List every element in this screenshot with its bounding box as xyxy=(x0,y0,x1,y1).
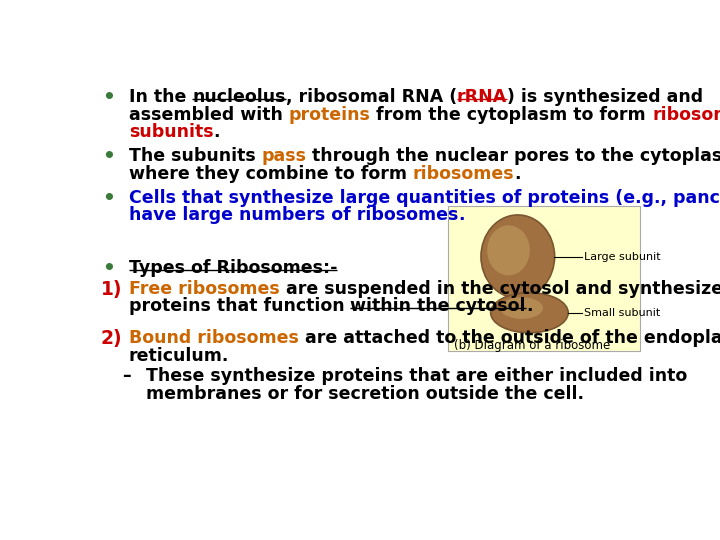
Text: proteins: proteins xyxy=(289,106,371,124)
Text: Cells that synthesize large quantities of proteins (e.g., pancreas): Cells that synthesize large quantities o… xyxy=(129,189,720,207)
Text: Bound ribosomes: Bound ribosomes xyxy=(129,329,299,347)
Text: within the cytosol: within the cytosol xyxy=(351,298,526,315)
Text: (b) Diagram of a ribosome: (b) Diagram of a ribosome xyxy=(454,339,611,352)
Text: These synthesize proteins that are either included into: These synthesize proteins that are eithe… xyxy=(145,367,687,386)
Text: •: • xyxy=(102,147,115,166)
Text: reticulum.: reticulum. xyxy=(129,347,229,364)
Text: proteins that function: proteins that function xyxy=(129,298,351,315)
Text: ribosomes: ribosomes xyxy=(413,165,514,183)
Text: are attached to the outside of the endoplasmic: are attached to the outside of the endop… xyxy=(299,329,720,347)
Text: The subunits: The subunits xyxy=(129,147,261,165)
Text: •: • xyxy=(102,259,115,278)
Text: pass: pass xyxy=(261,147,307,165)
Text: .: . xyxy=(213,123,220,141)
Text: .: . xyxy=(526,298,532,315)
Text: nucleolus: nucleolus xyxy=(192,88,286,106)
FancyBboxPatch shape xyxy=(448,206,640,351)
Text: Free ribosomes: Free ribosomes xyxy=(129,280,279,298)
Text: •: • xyxy=(102,88,115,107)
Text: membranes or for secretion outside the cell.: membranes or for secretion outside the c… xyxy=(145,385,584,403)
Text: ribosomal: ribosomal xyxy=(652,106,720,124)
Ellipse shape xyxy=(500,298,543,319)
Text: Large subunit: Large subunit xyxy=(584,252,660,261)
Text: 1): 1) xyxy=(101,280,122,299)
Ellipse shape xyxy=(487,225,530,275)
Text: , ribosomal RNA (: , ribosomal RNA ( xyxy=(286,88,457,106)
Text: assembled with: assembled with xyxy=(129,106,289,124)
Text: where they combine to form: where they combine to form xyxy=(129,165,413,183)
Text: ) is synthesized and: ) is synthesized and xyxy=(507,88,703,106)
Text: from the cytoplasm to form: from the cytoplasm to form xyxy=(371,106,652,124)
Text: .: . xyxy=(514,165,521,183)
Text: subunits: subunits xyxy=(129,123,213,141)
Text: are suspended in the cytosol and synthesize: are suspended in the cytosol and synthes… xyxy=(279,280,720,298)
Text: •: • xyxy=(102,189,115,208)
Text: through the nuclear pores to the cytoplasm: through the nuclear pores to the cytopla… xyxy=(307,147,720,165)
Ellipse shape xyxy=(490,293,568,333)
Text: Types of Ribosomes:-: Types of Ribosomes:- xyxy=(129,259,337,277)
Text: Small subunit: Small subunit xyxy=(584,308,660,318)
Text: –: – xyxy=(122,367,131,386)
Text: 2): 2) xyxy=(101,329,122,348)
Ellipse shape xyxy=(481,215,554,298)
Text: have large numbers of ribosomes: have large numbers of ribosomes xyxy=(129,206,458,225)
Text: .: . xyxy=(458,206,464,225)
Text: In the: In the xyxy=(129,88,192,106)
Text: rRNA: rRNA xyxy=(457,88,507,106)
